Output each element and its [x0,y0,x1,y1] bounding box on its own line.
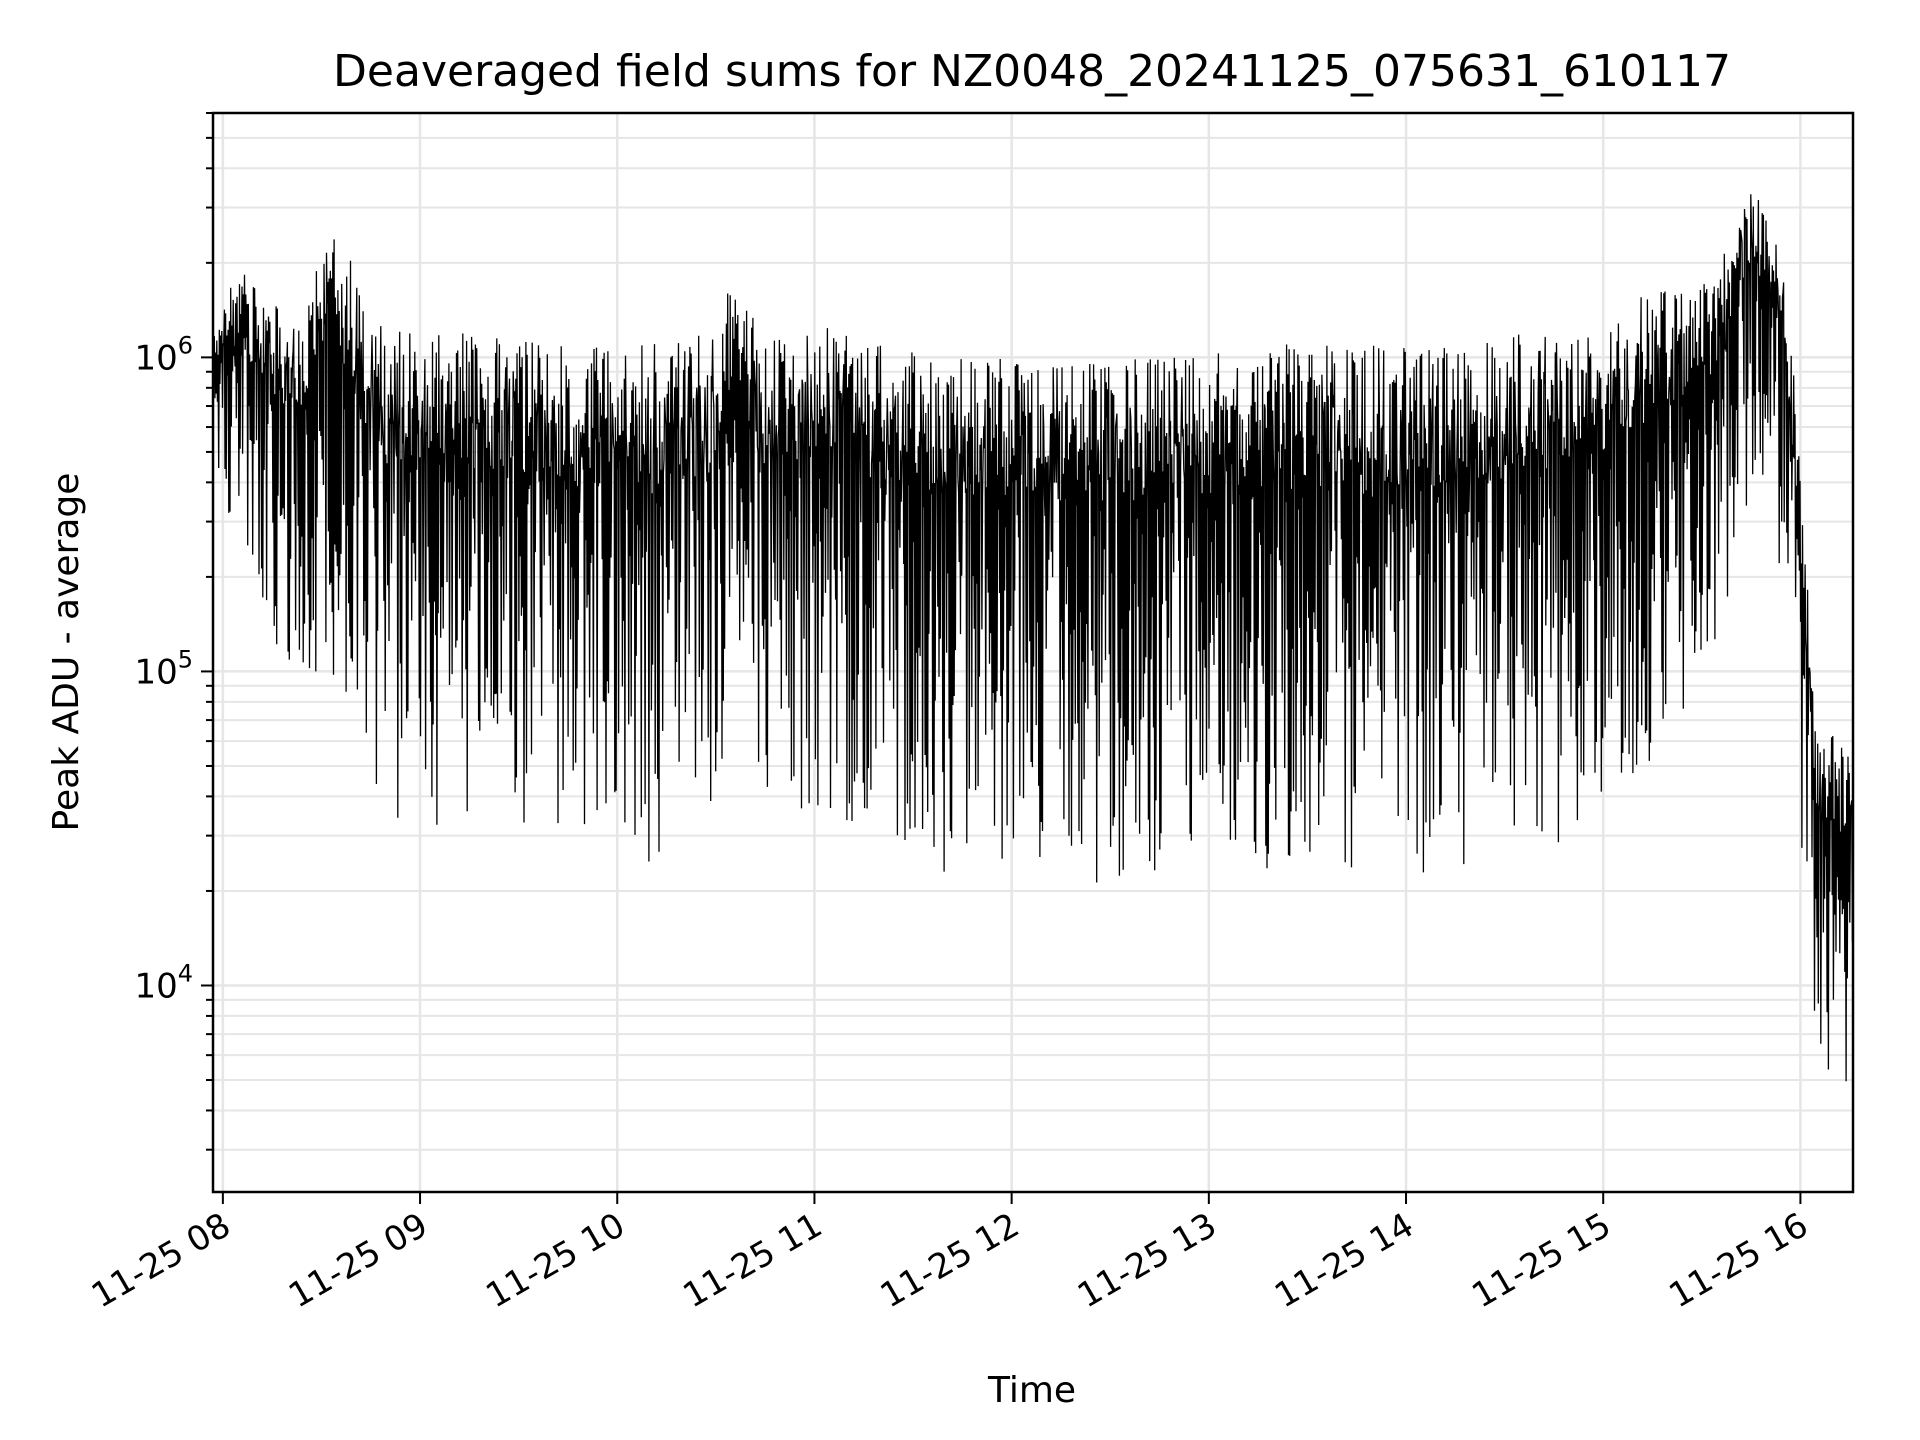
x-axis: 11-25 08 11-25 09 11-25 10 11-25 11 11-25 12… [85,1192,1815,1316]
y-tick-label: 104 [134,959,193,1006]
plot-frame [211,111,1855,1194]
y-tick-label: 105 [134,645,193,692]
data-series-line [212,194,1854,1082]
y-tick-label: 106 [134,331,193,378]
x-tick-label: 11-25 10 [479,1205,631,1316]
x-axis-label: Time [987,1370,1076,1411]
x-tick-label: 11-25 09 [282,1205,434,1316]
x-tick-label: 11-25 14 [1268,1205,1420,1316]
x-tick-label: 11-25 12 [874,1205,1026,1316]
x-tick-label: 11-25 08 [85,1205,237,1316]
x-tick-label: 11-25 11 [677,1205,829,1316]
y-axis-label: Peak ADU - average [46,473,87,832]
x-tick-label: 11-25 16 [1663,1205,1815,1316]
series-layer [212,194,1854,1082]
chart-title: Deaveraged field sums for NZ0048_2024112… [333,46,1731,97]
x-tick-label: 11-25 13 [1071,1205,1223,1316]
y-axis: 104 105 106 [134,112,213,1151]
x-tick-label: 11-25 15 [1465,1205,1617,1316]
